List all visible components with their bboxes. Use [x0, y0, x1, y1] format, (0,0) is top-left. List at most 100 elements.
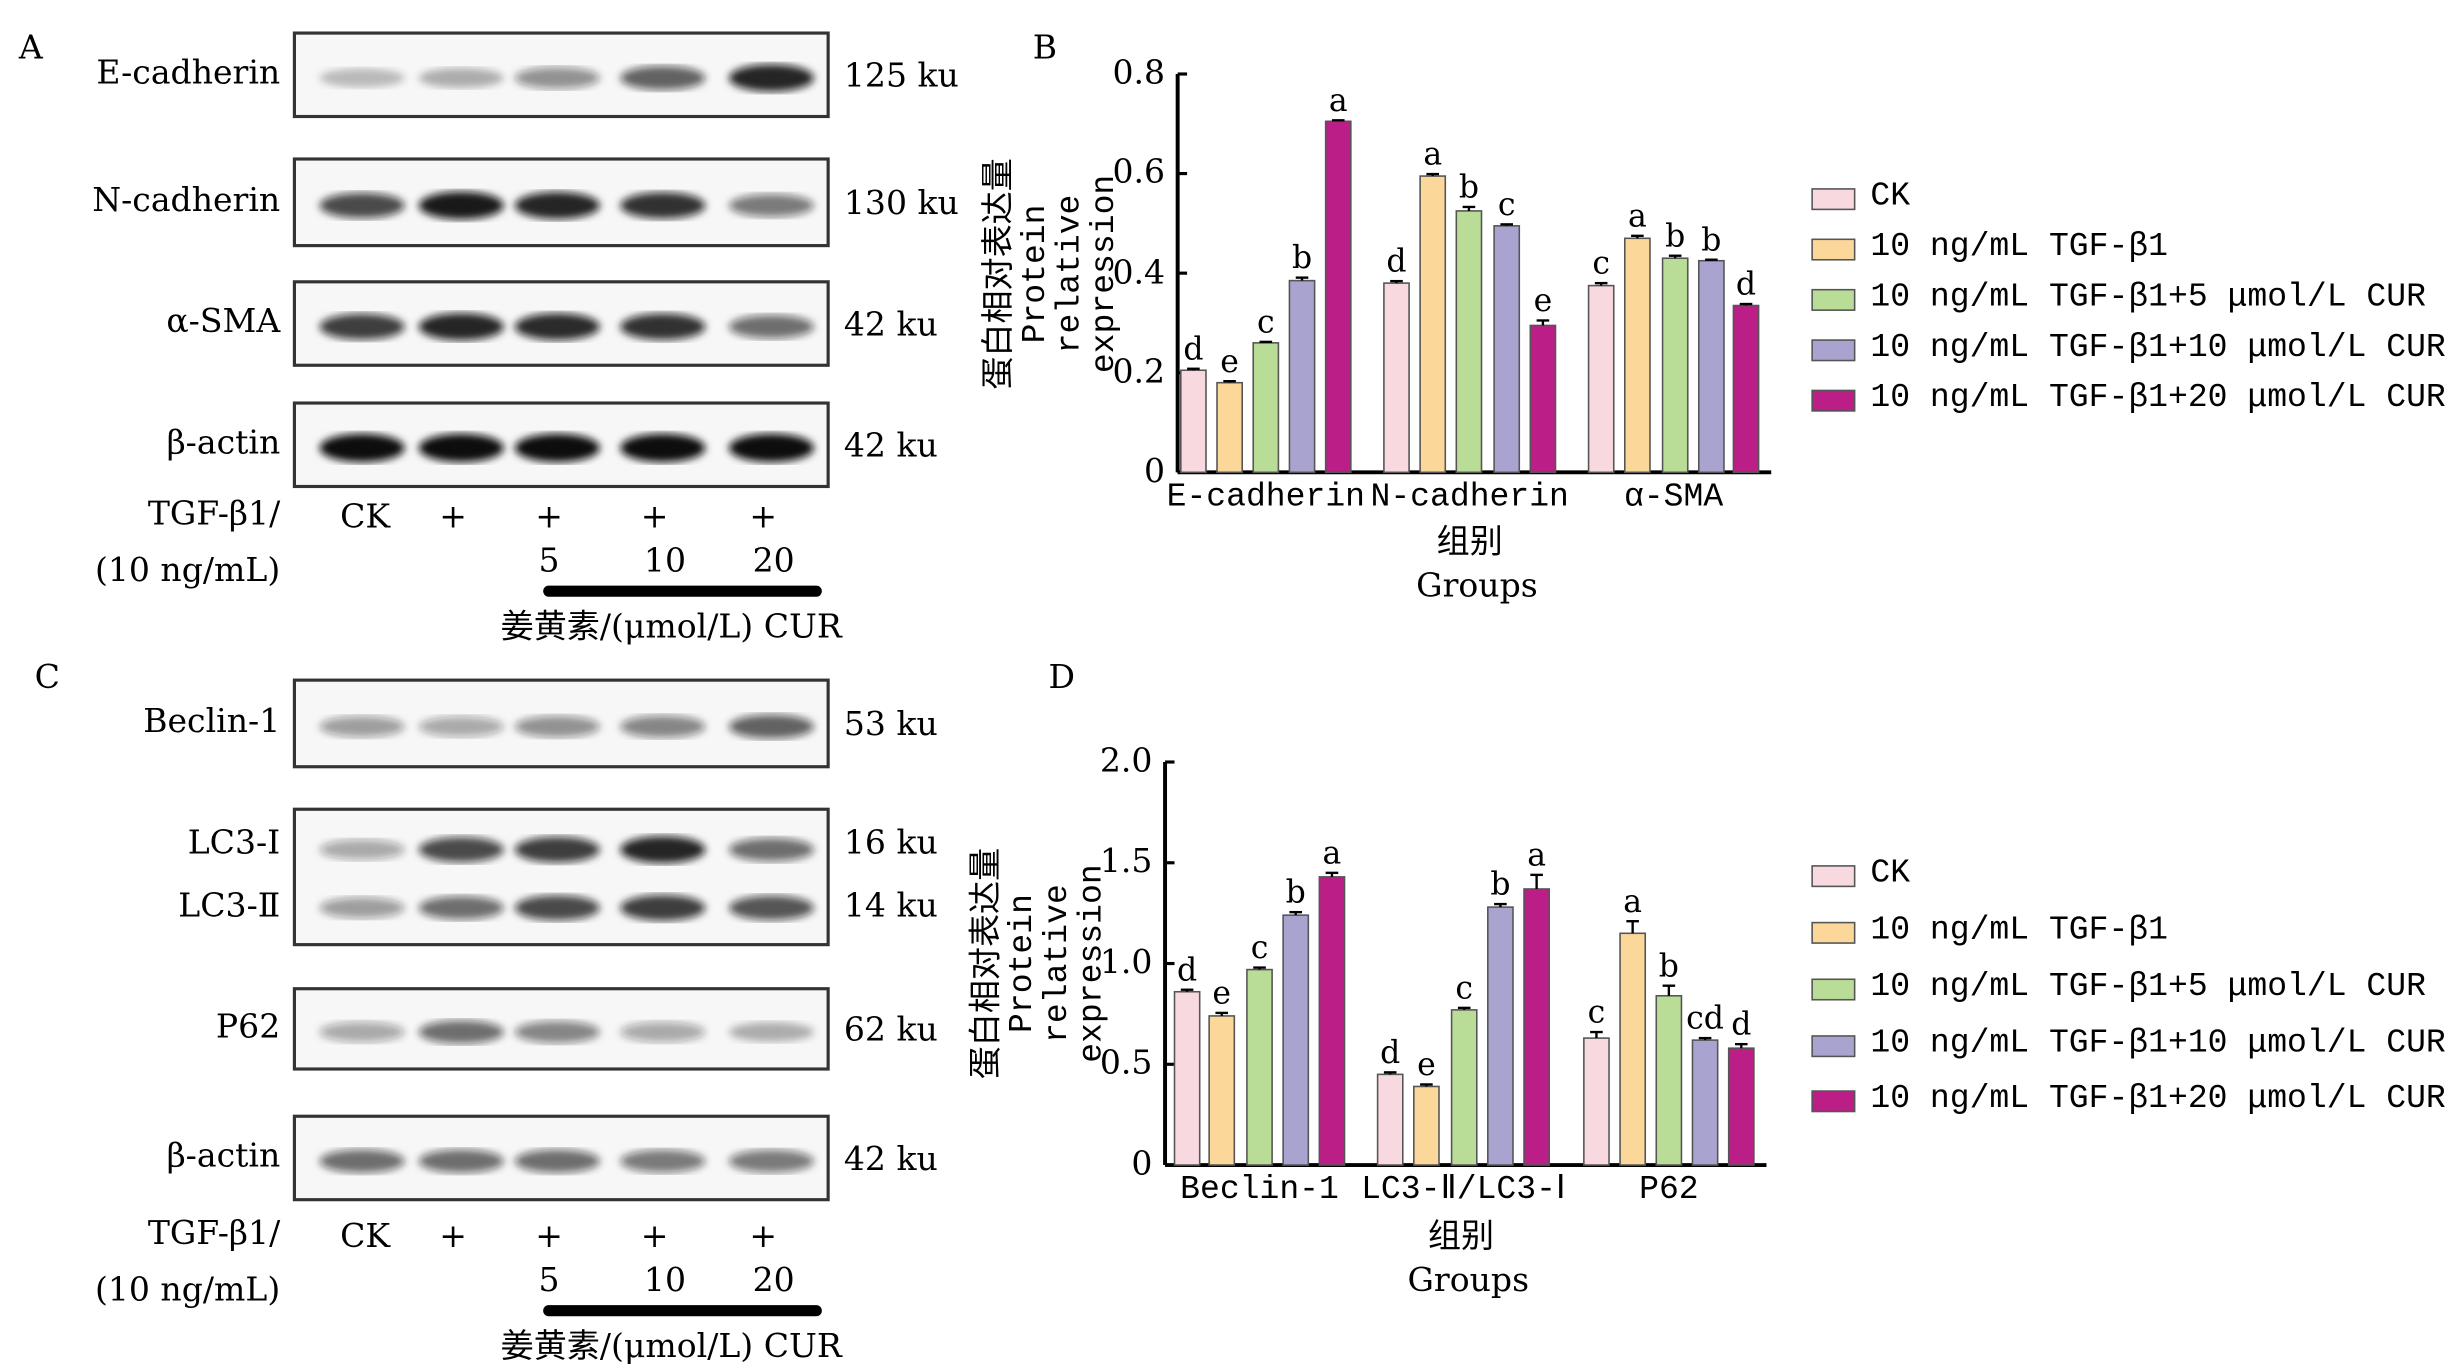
- legend-swatch: [1811, 389, 1856, 412]
- blot-2: [292, 987, 830, 1071]
- lane-label: CK: [340, 497, 391, 536]
- y-tick-label: 0.2: [1112, 352, 1166, 391]
- treatment-label: TGF-β1/: [147, 494, 281, 533]
- significance-letter: e: [1212, 975, 1231, 1011]
- bar: [1318, 876, 1346, 1166]
- band: [418, 716, 504, 737]
- bar: [1529, 324, 1557, 474]
- band: [620, 894, 706, 921]
- y-tick-label: 0: [1143, 451, 1166, 490]
- significance-letter: cd: [1686, 1001, 1724, 1037]
- band: [514, 715, 600, 738]
- bar: [1216, 381, 1243, 474]
- lane-label: +: [640, 1217, 669, 1255]
- band: [620, 1021, 706, 1043]
- legend-label: 10 ng/mL TGF-β1+10 μmol/L CUR: [1870, 1026, 2446, 1063]
- band: [620, 433, 706, 463]
- significance-letter: c: [1588, 995, 1606, 1031]
- band: [418, 313, 504, 341]
- significance-letter: a: [1628, 198, 1647, 234]
- bar: [1697, 259, 1725, 474]
- significance-letter: e: [1534, 283, 1553, 319]
- significance-letter: b: [1459, 169, 1479, 205]
- bar: [1324, 120, 1352, 474]
- treatment-label: (10 ng/mL): [94, 551, 281, 589]
- band: [319, 68, 405, 88]
- blot-3: [292, 1114, 830, 1202]
- band: [514, 836, 600, 863]
- bar: [1376, 1073, 1404, 1166]
- blot-0: [292, 31, 830, 119]
- y-label: 蛋白相对表达量 Protein relative expression: [971, 806, 1112, 1121]
- band: [319, 192, 405, 219]
- bar: [1180, 369, 1207, 474]
- dose-label: 10: [643, 541, 687, 580]
- bar: [1208, 1015, 1236, 1166]
- dose-label: 5: [538, 541, 560, 580]
- band: [319, 1149, 405, 1173]
- band: [418, 896, 504, 920]
- significance-letter: b: [1701, 222, 1721, 258]
- blot-label: α-SMA: [166, 301, 281, 340]
- lane-label: +: [439, 497, 467, 536]
- blot-size: 42 ku: [843, 425, 938, 464]
- y-tick-label: 0.8: [1112, 53, 1166, 92]
- band: [418, 191, 504, 220]
- significance-letter: a: [1623, 884, 1642, 920]
- band: [514, 1020, 600, 1044]
- blot-size: 16 ku: [843, 823, 938, 862]
- legend-label: 10 ng/mL TGF-β1+20 μmol/L CUR: [1870, 1081, 2446, 1118]
- bar: [1691, 1039, 1719, 1166]
- legend-swatch: [1811, 978, 1856, 1001]
- lane-label: +: [535, 497, 564, 536]
- bar: [1455, 210, 1483, 474]
- band: [514, 191, 600, 219]
- band: [620, 313, 706, 340]
- treatment-label: TGF-β1/: [147, 1213, 281, 1252]
- category-label: LC3-Ⅱ/LC3-Ⅰ: [1361, 1172, 1566, 1210]
- significance-letter: e: [1417, 1047, 1436, 1083]
- category-label: E-cadherin: [1166, 480, 1366, 517]
- significance-letter: d: [1380, 1035, 1400, 1071]
- significance-letter: b: [1292, 240, 1312, 276]
- band: [620, 715, 706, 738]
- blot-size: 130 ku: [843, 183, 959, 222]
- bar: [1282, 914, 1310, 1166]
- y-tick-label: 2.0: [1099, 741, 1153, 780]
- band: [728, 837, 814, 862]
- blot-label: β-actin: [166, 422, 281, 461]
- legend-label: 10 ng/mL TGF-β1: [1870, 913, 2168, 950]
- blot-size: 53 ku: [843, 704, 938, 743]
- x-label-en: Groups: [1407, 1261, 1530, 1299]
- bar: [1383, 282, 1410, 474]
- legend-label: 10 ng/mL TGF-β1: [1870, 229, 2168, 267]
- significance-letter: a: [1527, 837, 1546, 873]
- legend-swatch: [1811, 921, 1856, 944]
- band: [319, 839, 405, 860]
- legend-swatch: [1811, 238, 1856, 261]
- band: [620, 192, 706, 219]
- band: [418, 433, 504, 463]
- dose-label: 20: [752, 541, 795, 580]
- bar: [1655, 994, 1683, 1166]
- significance-letter: d: [1736, 267, 1756, 303]
- significance-letter: d: [1183, 331, 1203, 367]
- bar: [1246, 968, 1273, 1166]
- bar: [1583, 1037, 1610, 1166]
- y-tick-label: 1.0: [1099, 943, 1153, 981]
- legend-swatch: [1811, 1090, 1856, 1113]
- band: [418, 68, 504, 88]
- blot-label: LC3-Ⅱ: [178, 886, 281, 925]
- significance-letter: c: [1592, 246, 1610, 282]
- band: [728, 194, 814, 217]
- lane-label: +: [535, 1217, 564, 1255]
- blot-label: P62: [215, 1006, 281, 1045]
- significance-letter: d: [1386, 244, 1406, 280]
- y-tick-label: 0.6: [1112, 153, 1166, 191]
- dose-label: 5: [538, 1261, 560, 1299]
- legend-label: CK: [1870, 856, 1911, 893]
- category-label: α-SMA: [1623, 480, 1724, 517]
- blot-1: [292, 157, 830, 248]
- bar: [1619, 932, 1647, 1166]
